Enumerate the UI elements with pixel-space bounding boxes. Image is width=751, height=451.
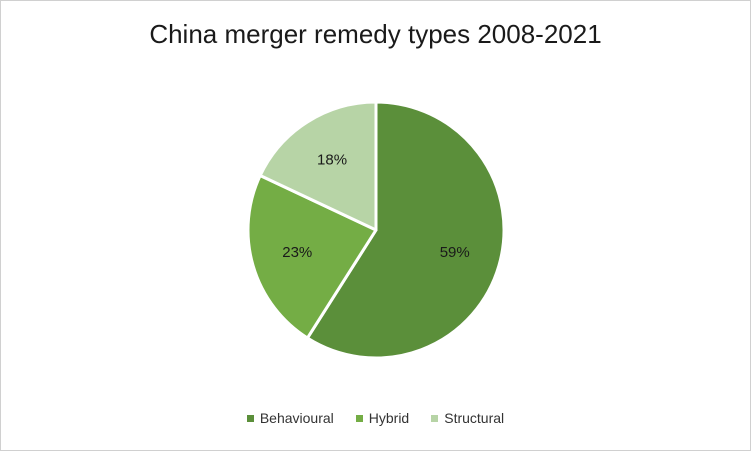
legend-label-structural: Structural bbox=[444, 410, 505, 426]
legend-label-hybrid: Hybrid bbox=[368, 410, 410, 426]
legend-label-behavioural: Behavioural bbox=[259, 410, 334, 426]
legend-swatch-behavioural bbox=[246, 414, 254, 422]
legend-item-behavioural: Behavioural bbox=[246, 410, 334, 426]
data-label-behavioural: 59% bbox=[440, 244, 470, 261]
pie-slice-structural bbox=[258, 100, 378, 232]
pie-data-labels: 59% 23% 18% bbox=[282, 152, 470, 261]
legend-item-structural: Structural bbox=[431, 410, 504, 426]
legend: Behavioural Hybrid Structural bbox=[1, 410, 750, 426]
pie-slice-behavioural bbox=[305, 100, 506, 360]
data-label-structural: 18% bbox=[317, 152, 347, 169]
legend-swatch-structural bbox=[431, 414, 439, 422]
legend-item-hybrid: Hybrid bbox=[355, 410, 410, 426]
data-label-hybrid: 23% bbox=[282, 244, 312, 261]
chart-title: China merger remedy types 2008-2021 bbox=[149, 19, 602, 49]
legend-swatch-hybrid bbox=[355, 414, 363, 422]
pie-slices bbox=[246, 100, 506, 360]
